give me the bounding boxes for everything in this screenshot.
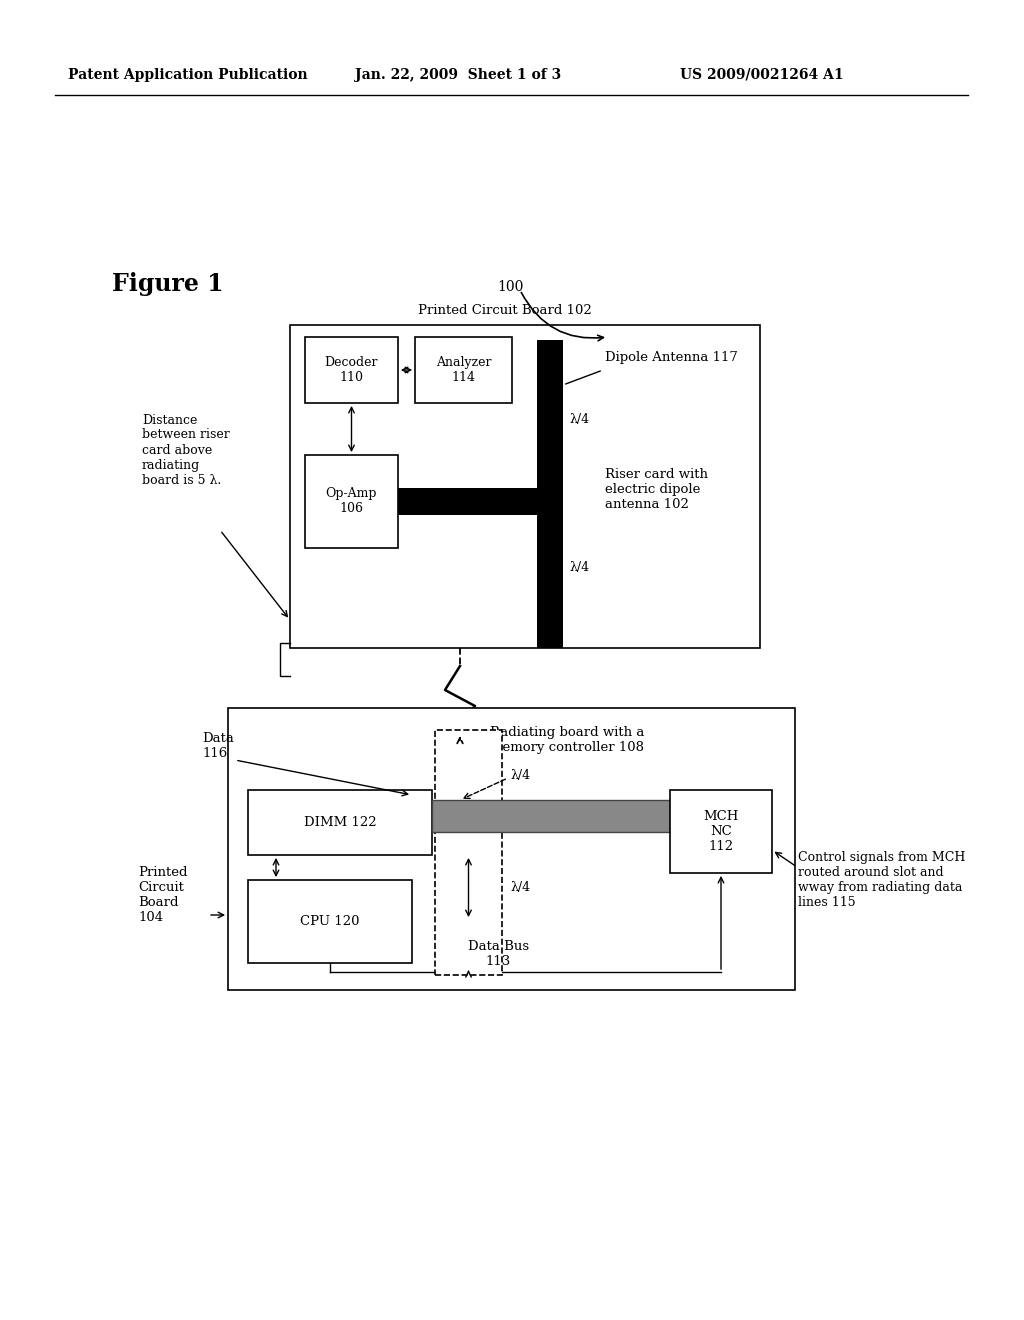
Text: MCH
NC
112: MCH NC 112 — [703, 810, 738, 853]
Text: Printed Circuit Board 102: Printed Circuit Board 102 — [418, 304, 592, 317]
Text: Figure 1: Figure 1 — [112, 272, 223, 296]
Text: Control signals from MCH
routed around slot and
wway from radiating data
lines 1: Control signals from MCH routed around s… — [798, 851, 966, 909]
Bar — [398, 488, 537, 515]
Bar — [432, 800, 670, 832]
Text: DIMM 122: DIMM 122 — [304, 816, 376, 829]
Text: Dipole Antenna 117: Dipole Antenna 117 — [605, 351, 738, 364]
Text: Radiating board with a
memory controller 108: Radiating board with a memory controller… — [490, 726, 644, 754]
Text: Patent Application Publication: Patent Application Publication — [68, 69, 307, 82]
Text: Op-Amp
106: Op-Amp 106 — [326, 487, 377, 516]
Text: US 2009/0021264 A1: US 2009/0021264 A1 — [680, 69, 844, 82]
Text: Riser card with
electric dipole
antenna 102: Riser card with electric dipole antenna … — [605, 469, 708, 511]
Text: λ/4: λ/4 — [510, 882, 530, 895]
Text: Analyzer
114: Analyzer 114 — [436, 356, 492, 384]
Text: Printed
Circuit
Board
104: Printed Circuit Board 104 — [138, 866, 187, 924]
Text: Distance
between riser
card above
radiating
board is 5 λ.: Distance between riser card above radiat… — [142, 413, 229, 487]
Text: Data Bus
113: Data Bus 113 — [468, 940, 529, 968]
Bar — [435, 730, 502, 975]
Bar — [228, 708, 795, 990]
Bar — [670, 789, 772, 873]
Bar — [248, 789, 432, 855]
Bar — [537, 341, 563, 648]
Text: λ/4: λ/4 — [569, 413, 589, 426]
Text: Decoder
110: Decoder 110 — [325, 356, 378, 384]
Text: λ/4: λ/4 — [510, 768, 530, 781]
Bar — [305, 455, 398, 548]
Text: CPU 120: CPU 120 — [300, 915, 359, 928]
Bar — [305, 337, 398, 403]
Text: Jan. 22, 2009  Sheet 1 of 3: Jan. 22, 2009 Sheet 1 of 3 — [355, 69, 561, 82]
Text: λ/4: λ/4 — [569, 561, 589, 574]
Text: Data
116: Data 116 — [202, 733, 233, 760]
Bar — [248, 880, 412, 964]
Bar — [290, 325, 760, 648]
Bar — [415, 337, 512, 403]
Text: 100: 100 — [497, 280, 523, 294]
